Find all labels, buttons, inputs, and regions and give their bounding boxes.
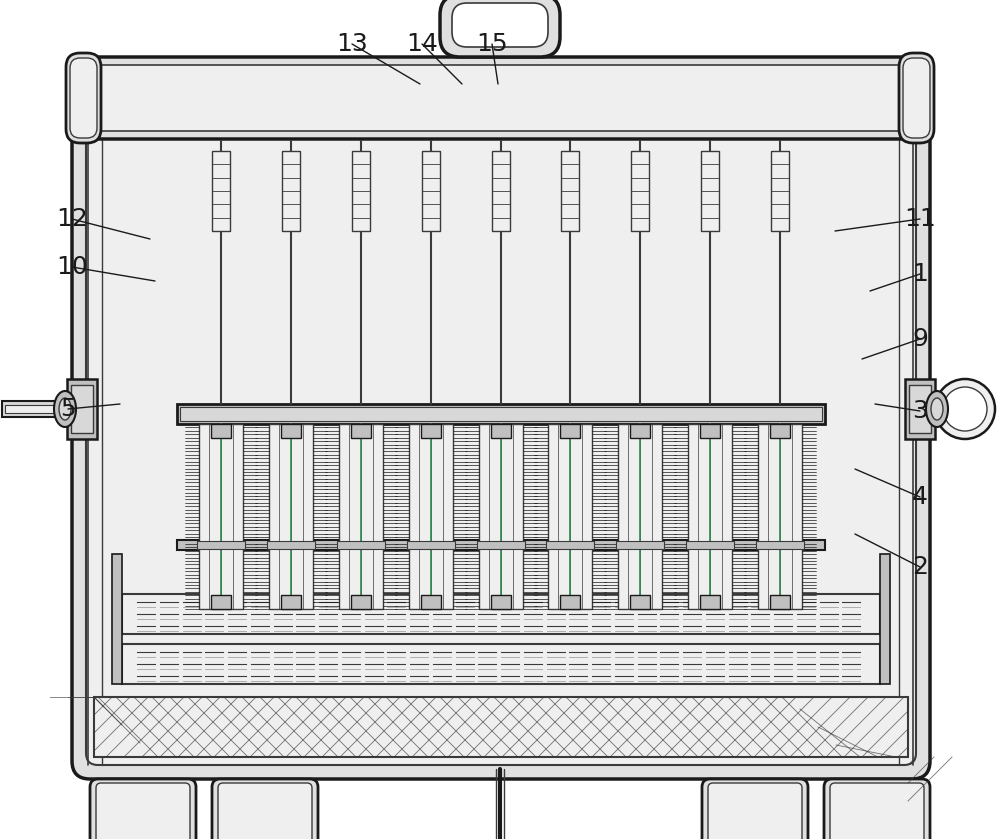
Bar <box>5 405 64 413</box>
Text: 10: 10 <box>56 255 88 279</box>
Bar <box>122 644 880 684</box>
FancyBboxPatch shape <box>830 783 924 839</box>
Text: 9: 9 <box>912 327 928 351</box>
Bar <box>756 541 804 549</box>
Text: 3: 3 <box>912 399 928 423</box>
Text: 11: 11 <box>904 207 936 231</box>
Ellipse shape <box>931 398 943 420</box>
Bar <box>701 151 719 231</box>
Bar <box>618 424 662 609</box>
Bar <box>909 385 931 433</box>
Bar <box>905 379 935 439</box>
Bar <box>212 151 230 231</box>
FancyBboxPatch shape <box>70 58 97 138</box>
Bar <box>177 540 825 550</box>
FancyBboxPatch shape <box>212 779 318 839</box>
Text: 4: 4 <box>912 485 928 509</box>
Bar <box>267 541 315 549</box>
Text: 13: 13 <box>336 32 368 56</box>
Bar <box>546 541 594 549</box>
Bar <box>700 424 720 438</box>
Bar <box>282 151 300 231</box>
Bar <box>407 541 455 549</box>
FancyBboxPatch shape <box>824 779 930 839</box>
FancyBboxPatch shape <box>452 3 548 47</box>
Bar <box>479 424 523 609</box>
Bar <box>770 424 790 438</box>
Bar <box>180 407 822 421</box>
Bar <box>409 424 453 609</box>
Bar <box>477 541 525 549</box>
FancyBboxPatch shape <box>90 779 196 839</box>
Bar <box>421 595 441 609</box>
FancyBboxPatch shape <box>72 99 930 779</box>
Bar <box>71 385 93 433</box>
Bar <box>771 151 789 231</box>
Bar <box>337 541 385 549</box>
FancyBboxPatch shape <box>66 53 101 143</box>
Ellipse shape <box>926 391 948 427</box>
FancyBboxPatch shape <box>96 783 190 839</box>
Ellipse shape <box>935 379 995 439</box>
Bar <box>686 541 734 549</box>
Bar <box>339 424 383 609</box>
Bar <box>177 404 825 424</box>
Bar <box>770 595 790 609</box>
Bar <box>630 595 650 609</box>
Text: 5: 5 <box>60 397 76 421</box>
FancyBboxPatch shape <box>903 58 930 138</box>
Bar <box>211 595 231 609</box>
Bar <box>700 595 720 609</box>
FancyBboxPatch shape <box>702 779 808 839</box>
Bar <box>112 554 122 684</box>
FancyBboxPatch shape <box>68 57 932 139</box>
Ellipse shape <box>943 387 987 431</box>
Bar <box>197 541 245 549</box>
Bar <box>199 424 243 609</box>
Bar <box>560 595 580 609</box>
Bar <box>880 554 890 684</box>
FancyBboxPatch shape <box>78 65 922 131</box>
Bar <box>492 151 510 231</box>
Bar <box>631 151 649 231</box>
Bar <box>351 595 371 609</box>
Bar <box>421 424 441 438</box>
Text: 2: 2 <box>912 555 928 579</box>
Text: 1: 1 <box>912 262 928 286</box>
Bar <box>491 424 511 438</box>
Bar <box>281 595 301 609</box>
Bar <box>560 424 580 438</box>
FancyBboxPatch shape <box>86 113 916 765</box>
FancyBboxPatch shape <box>440 0 560 57</box>
FancyBboxPatch shape <box>899 53 934 143</box>
Bar <box>422 151 440 231</box>
Bar <box>561 151 579 231</box>
Bar <box>688 424 732 609</box>
Bar <box>351 424 371 438</box>
Bar <box>616 541 664 549</box>
Text: 12: 12 <box>56 207 88 231</box>
Bar <box>67 379 97 439</box>
Bar <box>491 595 511 609</box>
Bar <box>281 424 301 438</box>
Bar <box>94 697 908 757</box>
Bar <box>269 424 313 609</box>
Ellipse shape <box>54 391 76 427</box>
Bar <box>211 424 231 438</box>
FancyBboxPatch shape <box>218 783 312 839</box>
Text: 14: 14 <box>406 32 438 56</box>
Bar <box>352 151 370 231</box>
Bar <box>2 401 67 417</box>
Bar <box>122 594 880 634</box>
Bar <box>758 424 802 609</box>
Bar <box>548 424 592 609</box>
Bar <box>630 424 650 438</box>
FancyBboxPatch shape <box>708 783 802 839</box>
Ellipse shape <box>59 398 71 420</box>
Text: 15: 15 <box>476 32 508 56</box>
